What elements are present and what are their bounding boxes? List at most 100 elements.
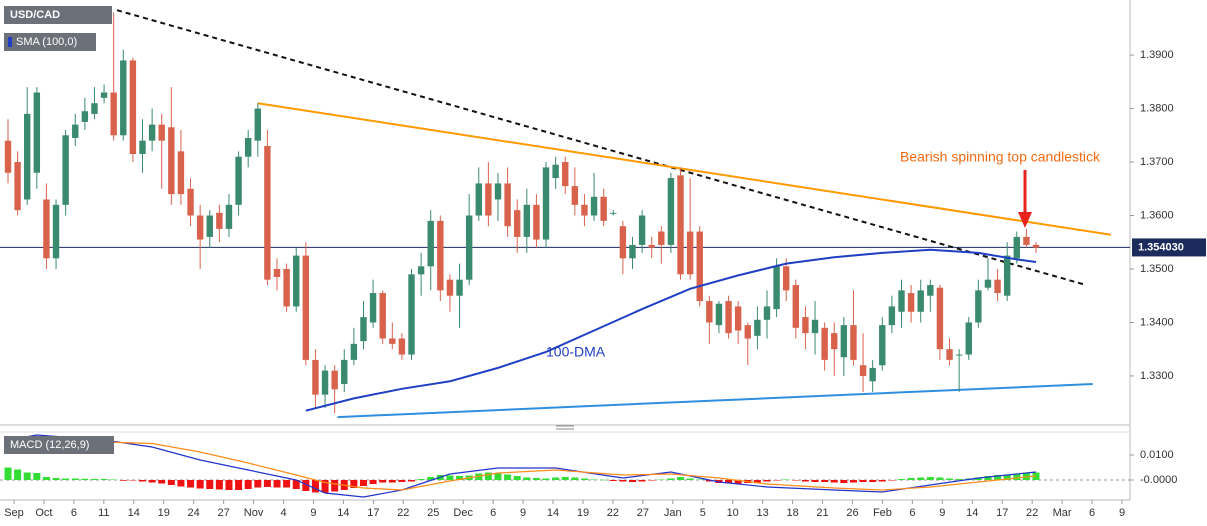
candle-body — [158, 124, 165, 141]
symbol-box — [4, 6, 112, 24]
candle-body — [139, 140, 146, 155]
x-tick-label: 6 — [1089, 507, 1095, 519]
candle-body — [62, 135, 69, 205]
candle-body — [110, 92, 117, 136]
histogram-bar — [244, 480, 252, 489]
histogram-bar — [456, 476, 464, 480]
x-tick-label: 26 — [846, 507, 858, 519]
histogram-bar — [369, 480, 377, 484]
histogram-bar — [725, 480, 733, 484]
candle-body — [100, 92, 108, 98]
histogram-bar — [158, 480, 166, 484]
histogram-bar — [321, 480, 329, 493]
candle-body — [187, 188, 194, 216]
candle-body — [955, 354, 963, 356]
candle-body — [696, 231, 703, 302]
candle-body — [398, 338, 406, 355]
histogram-bar — [782, 479, 790, 480]
x-tick-label: 14 — [128, 507, 140, 519]
candle-body — [917, 290, 924, 312]
histogram-bar — [302, 480, 310, 491]
candle-body — [225, 204, 233, 229]
histogram-bar — [148, 480, 156, 483]
x-tick-label: 22 — [397, 507, 409, 519]
candle-body — [763, 306, 771, 320]
candle-body — [216, 212, 223, 229]
candle-body — [4, 140, 12, 173]
histogram-bar — [869, 480, 877, 482]
histogram-bar — [110, 479, 118, 480]
trendline — [337, 383, 1093, 419]
candle-body — [773, 266, 780, 310]
histogram-bar — [955, 479, 963, 480]
x-tick-label: Feb — [873, 507, 892, 519]
candle-body — [494, 183, 502, 200]
candle-body — [600, 196, 607, 221]
candle-body — [379, 293, 386, 339]
histogram-bar — [974, 477, 982, 480]
histogram-bar — [311, 480, 319, 493]
candle-body — [91, 103, 98, 114]
candle-body — [562, 162, 569, 187]
candle-body — [927, 285, 934, 296]
histogram-bar — [897, 479, 905, 480]
y-tick-label: 1.3300 — [1140, 370, 1174, 382]
legend-swatch — [8, 37, 12, 47]
histogram-bar — [840, 480, 848, 483]
candle-body — [1032, 244, 1040, 248]
histogram-bar — [926, 477, 934, 480]
candle-body — [350, 343, 358, 360]
x-tick-label: Nov — [244, 507, 264, 519]
histogram-bar — [331, 480, 339, 492]
x-tick-label: 21 — [816, 507, 828, 519]
candle-body — [648, 244, 655, 248]
candle-body — [427, 220, 434, 267]
candle-body — [975, 290, 982, 323]
histogram-bar — [215, 480, 223, 490]
histogram-bar — [638, 480, 646, 482]
candle-body — [590, 196, 598, 216]
histogram-bar — [33, 473, 41, 480]
histogram-bar — [62, 478, 70, 480]
candle-body — [389, 338, 396, 344]
histogram-bar — [994, 475, 1002, 480]
histogram-bar — [1013, 473, 1021, 480]
histogram-bar — [81, 478, 89, 480]
indicator-box — [4, 33, 96, 51]
x-tick-label: 6 — [909, 507, 915, 519]
candle-body — [81, 111, 89, 122]
trendline — [257, 102, 1112, 236]
x-tick-label: 9 — [1119, 507, 1125, 519]
histogram-bar — [811, 480, 819, 482]
histogram-bar — [283, 480, 291, 488]
histogram-bar — [292, 480, 300, 489]
histogram-bar — [263, 480, 271, 487]
candle-body — [715, 303, 723, 326]
last-price-box — [1132, 238, 1206, 257]
candle-body — [321, 370, 329, 395]
candle-body — [725, 301, 732, 334]
x-tick-label: 13 — [757, 507, 769, 519]
histogram-bar — [590, 479, 598, 480]
candle-body — [754, 319, 761, 336]
histogram-bar — [907, 478, 915, 480]
candle-body — [341, 359, 348, 384]
candle-body — [571, 186, 579, 205]
histogram-bar — [254, 480, 262, 488]
histogram-bar — [167, 480, 175, 485]
histogram-bar — [398, 480, 406, 482]
candle-body — [283, 268, 290, 307]
histogram-bar — [206, 480, 214, 489]
candle-body — [658, 231, 665, 245]
candle-body — [456, 279, 463, 296]
candle-body — [677, 175, 684, 275]
x-tick-label: 11 — [98, 507, 109, 519]
histogram-bar — [849, 480, 857, 483]
histogram-bar — [705, 480, 713, 482]
y-tick-label: 1.3900 — [1140, 49, 1174, 61]
candle-body — [734, 306, 742, 331]
candle-body — [965, 322, 972, 355]
x-tick-label: Mar — [1053, 507, 1072, 519]
candle-body — [465, 215, 473, 280]
